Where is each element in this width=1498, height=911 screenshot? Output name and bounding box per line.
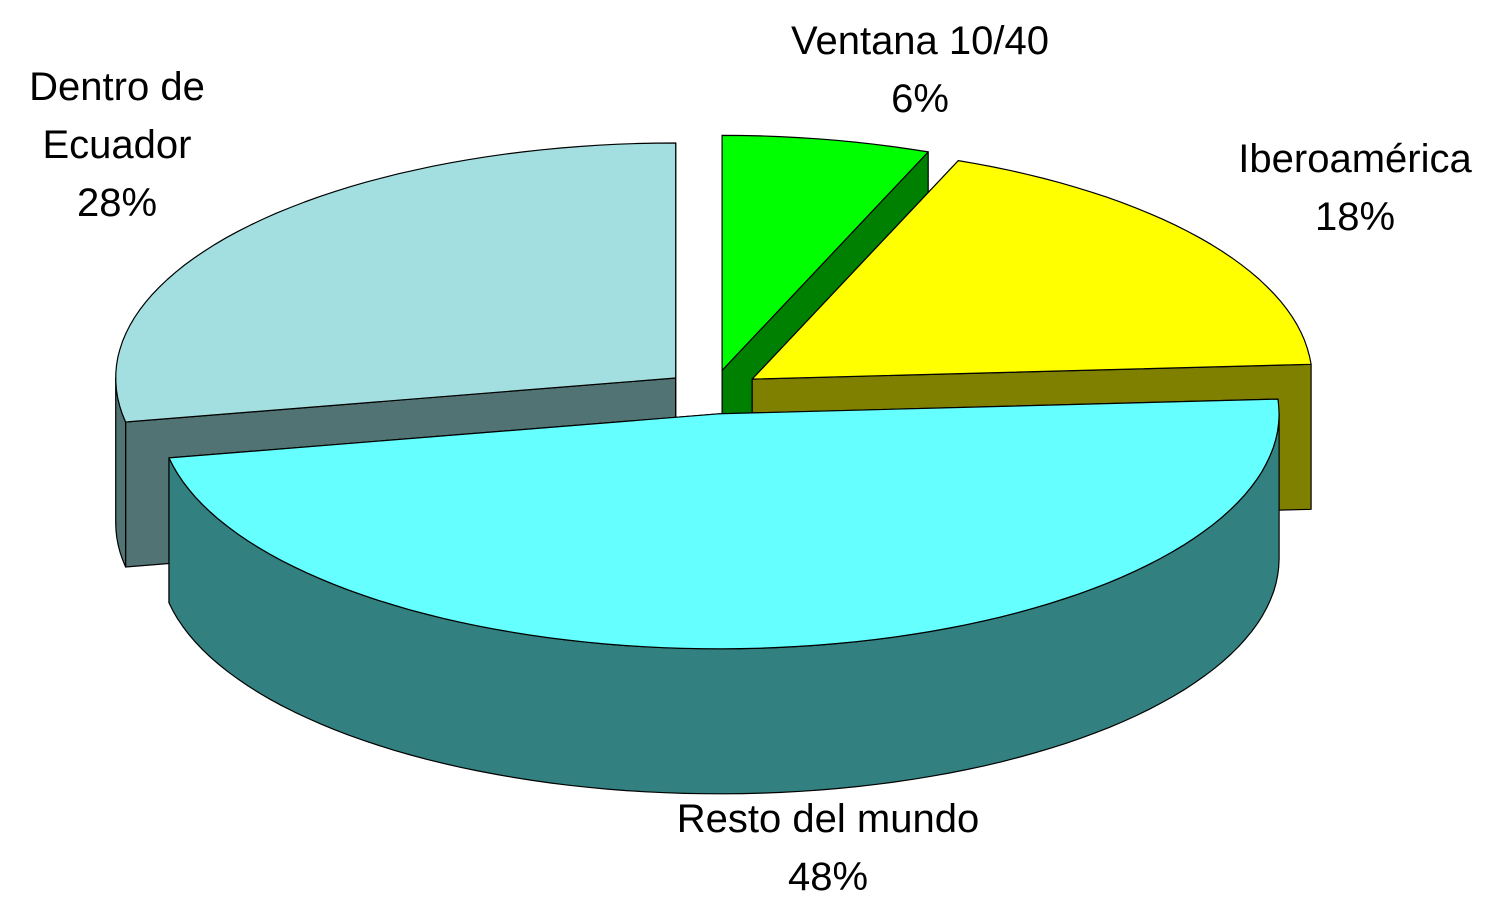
category-label: Ventana 10/40 (790, 19, 1050, 63)
slice (751, 160, 1312, 380)
data-label: Ventana 10/40 6% (710, 12, 1130, 128)
data-label: Resto del mundo 48% (578, 790, 1078, 906)
value-label: 48% (787, 855, 869, 899)
slice (168, 398, 1280, 650)
data-label: Dentro de Ecuador 28% (2, 58, 232, 232)
category-label: Resto del mundo (676, 797, 980, 841)
category-label: Dentro de Ecuador (29, 65, 205, 167)
data-label: Iberoamérica 18% (1205, 130, 1498, 246)
value-label: 28% (76, 181, 158, 225)
slice (721, 134, 929, 371)
value-label: 18% (1314, 195, 1396, 239)
category-label: Iberoamérica (1238, 137, 1472, 181)
slice (115, 142, 677, 423)
value-label: 6% (891, 77, 949, 121)
